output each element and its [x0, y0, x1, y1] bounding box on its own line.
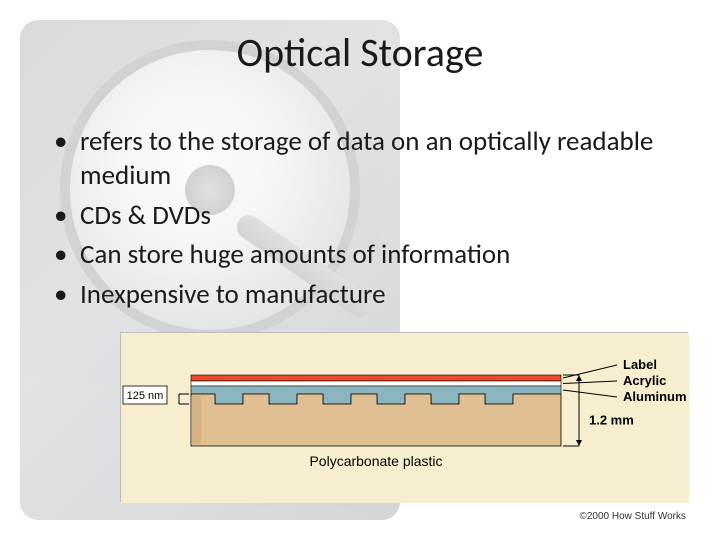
slide-content: Optical Storage refers to the storage of…	[0, 0, 720, 540]
list-item: Inexpensive to manufacture	[48, 278, 672, 312]
cd-cross-section-diagram: Polycarbonate plastic LabelAcrylicAluminu…	[120, 332, 690, 522]
svg-text:Acrylic: Acrylic	[623, 373, 666, 388]
list-item: Can store huge amounts of information	[48, 238, 672, 272]
bullet-list: refers to the storage of data on an opti…	[48, 125, 672, 312]
svg-text:1.2 mm: 1.2 mm	[589, 413, 634, 428]
diagram-svg: Polycarbonate plastic LabelAcrylicAluminu…	[121, 333, 689, 503]
svg-text:Aluminum: Aluminum	[623, 389, 687, 404]
svg-text:125 nm: 125 nm	[127, 390, 164, 402]
svg-text:Label: Label	[623, 357, 657, 372]
copyright-text: ©2000 How Stuff Works	[580, 511, 687, 522]
list-item: refers to the storage of data on an opti…	[48, 125, 672, 193]
list-item: CDs & DVDs	[48, 199, 672, 233]
page-title: Optical Storage	[48, 28, 672, 77]
svg-text:Polycarbonate plastic: Polycarbonate plastic	[309, 453, 442, 469]
